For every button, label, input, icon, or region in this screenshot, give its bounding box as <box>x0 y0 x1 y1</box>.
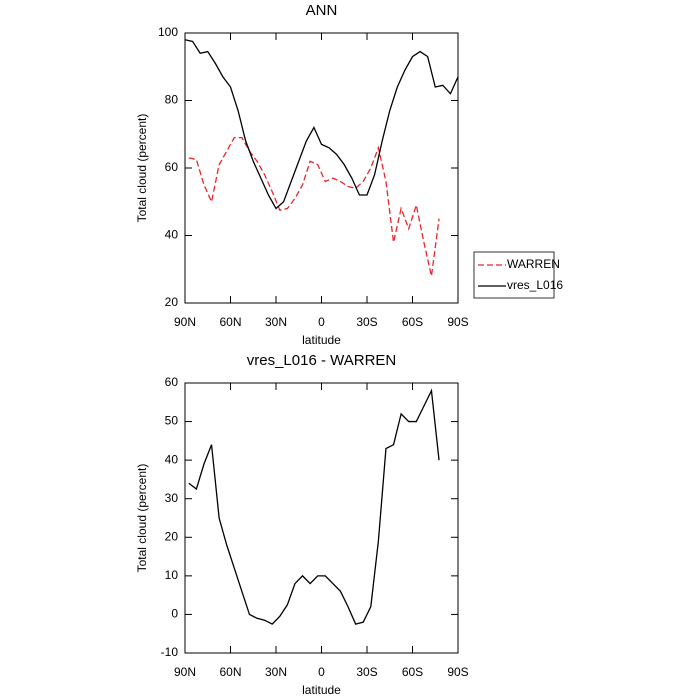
legend-label: vres_L016 <box>507 278 563 292</box>
x-tick-label: 90S <box>447 665 468 679</box>
data-line <box>188 388 440 625</box>
chart-title: vres_L016 - WARREN <box>247 352 397 369</box>
x-tick-label: 30N <box>265 315 287 329</box>
y-axis-label: Total cloud (percent) <box>135 464 149 573</box>
x-tick-label: 0 <box>318 665 325 679</box>
y-tick-label: 40 <box>165 228 179 242</box>
plot-frame <box>184 382 459 654</box>
x-tick-label: 60N <box>219 315 241 329</box>
x-tick-label: 30S <box>356 315 377 329</box>
y-tick-label: 40 <box>165 452 179 466</box>
y-tick-label: 100 <box>158 25 178 39</box>
y-tick-label: -10 <box>161 645 179 659</box>
y-tick-label: 20 <box>165 529 179 543</box>
x-tick-label: 60S <box>402 665 423 679</box>
x-tick-label: 30S <box>356 665 377 679</box>
x-tick-label: 30N <box>265 665 287 679</box>
y-tick-label: 60 <box>165 375 179 389</box>
y-tick-label: 10 <box>165 568 179 582</box>
y-tick-label: 0 <box>171 607 178 621</box>
x-tick-label: 90N <box>174 315 196 329</box>
x-axis-label: latitude <box>302 333 341 347</box>
x-tick-label: 90N <box>174 665 196 679</box>
x-tick-label: 90S <box>447 315 468 329</box>
legend-label: WARREN <box>507 257 560 271</box>
y-tick-label: 20 <box>165 295 179 309</box>
x-tick-label: 60N <box>219 665 241 679</box>
y-tick-label: 50 <box>165 414 179 428</box>
chart-title: ANN <box>306 2 338 19</box>
y-tick-label: 30 <box>165 491 179 505</box>
data-line <box>188 136 440 277</box>
legend-box <box>473 251 555 299</box>
x-tick-label: 60S <box>402 315 423 329</box>
data-line <box>184 39 459 210</box>
y-tick-label: 60 <box>165 160 179 174</box>
plot-frame <box>184 32 459 304</box>
y-tick-label: 80 <box>165 93 179 107</box>
x-axis-label: latitude <box>302 683 341 697</box>
y-axis-label: Total cloud (percent) <box>135 114 149 223</box>
x-tick-label: 0 <box>318 315 325 329</box>
